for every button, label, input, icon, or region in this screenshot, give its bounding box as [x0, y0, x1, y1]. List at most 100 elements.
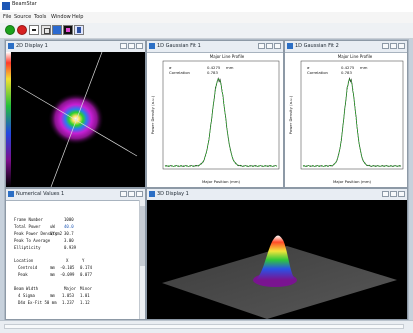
window-icon [8, 191, 14, 197]
close-button[interactable] [398, 43, 405, 49]
maximize-button[interactable] [390, 191, 397, 197]
gaussian-fit-line [303, 78, 401, 167]
value-number: 1.237 [62, 300, 75, 305]
beam-2d-view[interactable] [6, 52, 145, 187]
sigma-label: σ [307, 65, 310, 70]
value-number: 1.12 [80, 300, 90, 305]
value-unit: uW [50, 224, 55, 229]
gaussian-plot-1[interactable]: Major Line Profile σ 0.4275 mm Correlati… [147, 52, 283, 187]
minimize-button[interactable] [382, 43, 389, 49]
column-header: Y [82, 258, 85, 263]
window-title: 1D Gaussian Fit 1 [157, 43, 201, 49]
x-axis-label: Major Position (mm) [333, 179, 372, 184]
window-gaussian-fit-1[interactable]: 1D Gaussian Fit 1 Major Line Profile σ 0… [146, 40, 284, 188]
minimize-button[interactable] [120, 43, 127, 49]
value-number: 3.00 [64, 238, 74, 243]
window-numerical-values[interactable]: Numerical Values 1 Frame Number 1000 Tot… [5, 188, 146, 320]
menu-file[interactable]: File [3, 14, 12, 20]
beam-icon [66, 28, 70, 32]
report-button[interactable] [74, 25, 84, 35]
value-label: Peak To Average [14, 238, 51, 243]
app-title: BeamStar [12, 1, 37, 7]
beam-3d-view[interactable] [147, 200, 407, 319]
value-label: Peak Power Density [14, 231, 58, 236]
y-axis-label: Power Density (a.u.) [288, 95, 293, 134]
menu-bar: File Source Tools Window Help [0, 12, 413, 23]
window-2d-display[interactable]: 2D Display 1 [5, 40, 146, 188]
numerical-values-panel: Frame Number 1000 Total Power uW 40.0 Pe… [6, 200, 145, 319]
settings-button[interactable] [41, 25, 51, 35]
maximize-button[interactable] [128, 43, 135, 49]
sigma-unit: mm [360, 65, 368, 70]
toolbar [0, 23, 413, 39]
value-number: 0.939 [64, 245, 77, 250]
report-icon [77, 27, 81, 33]
maximize-button[interactable] [128, 191, 135, 197]
window-gaussian-fit-2[interactable]: 1D Gaussian Fit 2 Major Line Profile σ 0… [284, 40, 408, 188]
window-3d-display[interactable]: 3D Display 1 [146, 188, 408, 320]
maximize-button[interactable] [266, 43, 273, 49]
close-button[interactable] [398, 191, 405, 197]
window-title-bar[interactable]: 1D Gaussian Fit 1 [147, 41, 283, 53]
app-logo-icon [2, 2, 10, 10]
window-icon [287, 43, 293, 49]
window-title-bar[interactable]: Numerical Values 1 [6, 189, 145, 201]
menu-window[interactable]: Window [51, 14, 71, 20]
menu-source[interactable]: Source [14, 14, 32, 20]
value-number: 30.7 [64, 231, 74, 236]
correlation-value: 0.783 [207, 70, 218, 75]
correlation-label: Correlation [169, 70, 191, 75]
window-icon [8, 43, 14, 49]
section-header: Beam Width [14, 286, 39, 291]
value-unit: W/cm2 [50, 231, 63, 236]
view-2d-button[interactable] [52, 25, 62, 35]
close-button[interactable] [274, 43, 281, 49]
horizontal-scrollbar[interactable] [4, 324, 404, 329]
start-capture-button[interactable] [5, 25, 15, 35]
value-label: 4 Sigma [18, 293, 35, 298]
value-unit: mm [50, 293, 55, 298]
gaussian-plot-2[interactable]: Major Line Profile σ 0.4275 mm Correlati… [285, 52, 407, 187]
minimize-button[interactable] [120, 191, 127, 197]
maximize-button[interactable] [390, 43, 397, 49]
background-subtract-button[interactable] [29, 25, 39, 35]
color-palette-bar [6, 52, 11, 187]
menu-tools[interactable]: Tools [34, 14, 47, 20]
view-3d-button[interactable] [63, 25, 73, 35]
window-title: 3D Display 1 [157, 191, 189, 197]
value-number: -0.099 [60, 272, 75, 277]
scrollbar-thumb[interactable] [140, 206, 145, 266]
value-unit: mm [50, 272, 55, 277]
value-label: Centroid [18, 265, 38, 270]
column-header: Minor [80, 286, 93, 291]
close-button[interactable] [136, 191, 143, 197]
sigma-unit: mm [226, 65, 234, 70]
beam-peak [255, 235, 296, 280]
minor-axis-line [50, 52, 103, 187]
window-title-bar[interactable]: 1D Gaussian Fit 2 [285, 41, 407, 53]
value-label: Frame Number [14, 217, 43, 222]
minus-icon [32, 29, 36, 31]
column-header: Major [64, 286, 77, 291]
menu-help[interactable]: Help [72, 14, 84, 20]
value-label: Total Power [14, 224, 41, 229]
minimize-button[interactable] [258, 43, 265, 49]
close-button[interactable] [136, 43, 143, 49]
window-title: 2D Display 1 [16, 43, 48, 49]
major-axis-line [17, 85, 138, 157]
sigma-value: 0.4275 [207, 65, 221, 70]
window-icon [149, 43, 155, 49]
stop-capture-button[interactable] [17, 25, 27, 35]
column-header: X [66, 258, 69, 263]
app-title-bar: BeamStar [0, 0, 413, 12]
plot-area [162, 60, 280, 170]
vertical-scrollbar[interactable] [139, 200, 145, 319]
value-number: 1.01 [80, 293, 90, 298]
plot-area [300, 60, 404, 170]
status-bar [0, 320, 413, 333]
value-number: 1000 [64, 217, 74, 222]
minimize-button[interactable] [382, 191, 389, 197]
y-axis-label: Power Density (a.u.) [150, 95, 155, 134]
value-number: -0.105 [60, 265, 75, 270]
correlation-label: Correlation [307, 70, 329, 75]
